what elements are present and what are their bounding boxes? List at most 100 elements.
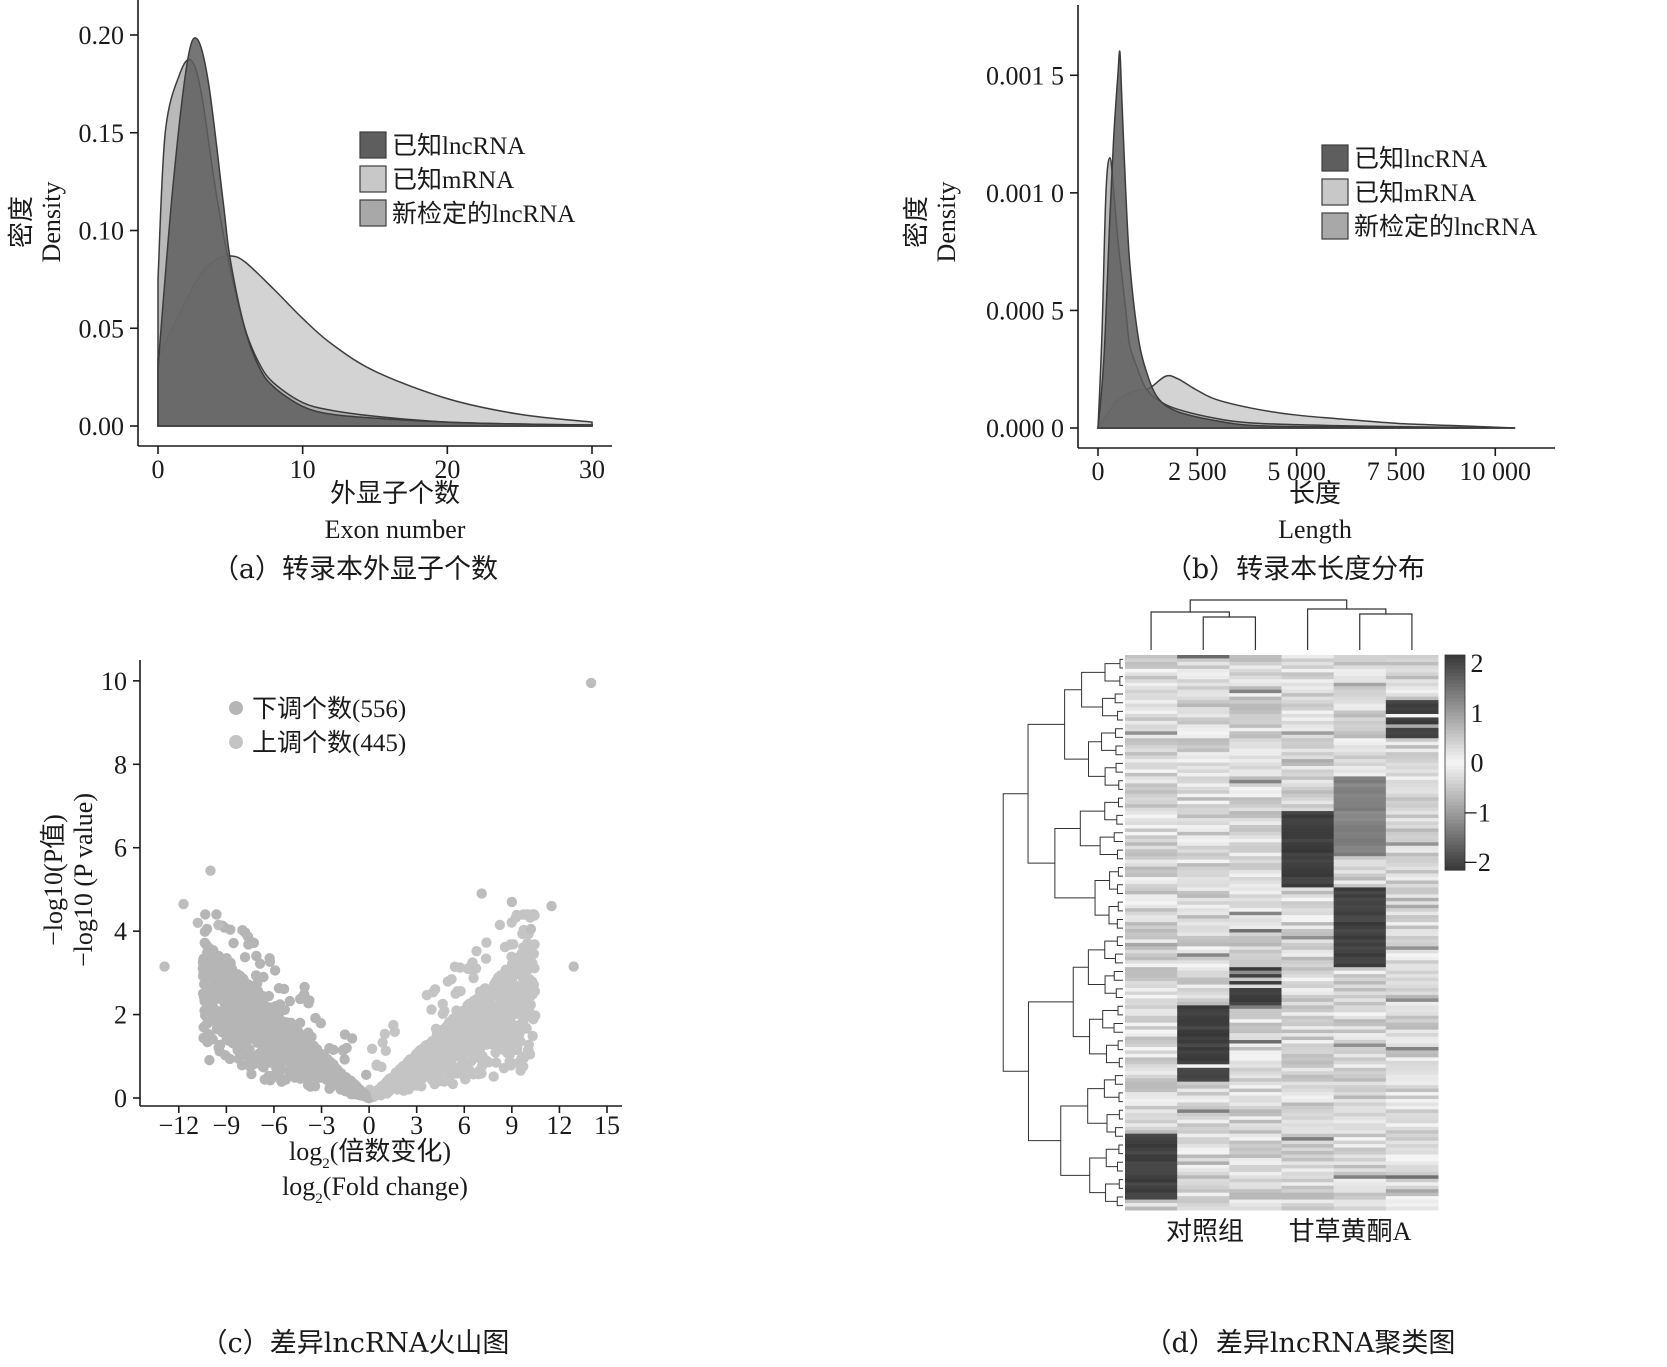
panel-d-cell <box>1385 762 1439 767</box>
panel-d-colorbar-step <box>1445 809 1465 814</box>
panel-d-cell <box>1177 1206 1230 1211</box>
panel-d-cell <box>1177 689 1230 694</box>
panel-d-cell <box>1281 1126 1335 1131</box>
panel-d-cell <box>1333 752 1387 757</box>
panel-d-cell <box>1385 942 1439 947</box>
panel-d-cell <box>1385 738 1439 743</box>
panel-c-point <box>488 1018 500 1029</box>
panel-d-cell <box>1281 988 1335 992</box>
panel-d-cell <box>1229 1161 1282 1166</box>
panel-c-ytick-label: 10 <box>101 667 127 696</box>
panel-d-row-branch <box>1118 1179 1123 1189</box>
panel-d-cell <box>1177 929 1230 933</box>
panel-d-colorbar-frame <box>1444 654 1466 871</box>
panel-d-colorbar-step <box>1445 766 1465 771</box>
panel-d-cell <box>1333 988 1387 992</box>
panel-d-cell <box>1229 686 1282 691</box>
panel-b-xtick-label: 5 000 <box>1267 457 1326 486</box>
panel-d-colorbar-step <box>1445 741 1465 746</box>
panel-d-cell <box>1229 828 1282 833</box>
panel-d-cell <box>1385 845 1439 850</box>
panel-c-xtick-label: −9 <box>213 1111 241 1140</box>
panel-c-point <box>197 988 209 999</box>
panel-d-cell <box>1125 665 1178 670</box>
panel-d-cell <box>1177 831 1230 836</box>
panel-d-cell <box>1385 1060 1439 1065</box>
panel-d-cell <box>1385 1182 1439 1187</box>
panel-d-cell <box>1229 1036 1282 1041</box>
panel-d-cell <box>1177 994 1230 999</box>
panel-d-cell <box>1229 703 1282 708</box>
panel-d-cell <box>1281 693 1335 698</box>
panel-d-cell <box>1385 1102 1439 1107</box>
panel-d-row-branch <box>1117 710 1123 721</box>
panel-d-cell <box>1385 967 1439 972</box>
panel-b-ytick-label: 0.001 5 <box>986 61 1064 90</box>
panel-d-cell <box>1385 1206 1439 1211</box>
panel-d-cell <box>1281 807 1335 812</box>
panel-d-cell <box>1177 1105 1230 1110</box>
panel-d-colorbar-step <box>1445 769 1465 774</box>
panel-d-cell <box>1125 769 1178 774</box>
panel-d-cell <box>1229 974 1282 979</box>
panel-d-cell <box>1385 807 1439 812</box>
panel-d-row-branch <box>1054 827 1096 899</box>
panel-d-cell <box>1177 707 1230 711</box>
panel-d-cell <box>1281 932 1335 937</box>
panel-d-cell <box>1385 1189 1439 1194</box>
panel-d-cell <box>1281 1178 1335 1183</box>
panel-d-cell <box>1385 901 1439 906</box>
panel-d-cell <box>1125 783 1178 788</box>
panel-d-cell <box>1229 904 1282 909</box>
panel-d-cell <box>1333 998 1387 1003</box>
panel-c-point <box>207 1034 218 1045</box>
panel-d-cell <box>1333 1036 1387 1041</box>
panel-d-cell <box>1125 1067 1178 1072</box>
panel-d-cell <box>1229 1178 1282 1183</box>
panel-d-colorbar-step <box>1445 680 1465 685</box>
panel-d-row-branch <box>1116 849 1123 860</box>
panel-d-cell <box>1125 1196 1178 1201</box>
panel-d-cell <box>1385 672 1439 677</box>
panel-d-colorbar-step <box>1445 665 1465 670</box>
panel-d-cell <box>1281 1206 1335 1211</box>
panel-c-point-outlier <box>205 865 216 876</box>
panel-d-cell <box>1229 1071 1282 1076</box>
panel-d-cell <box>1333 842 1387 847</box>
panel-d-cell <box>1177 967 1230 972</box>
panel-d-cell <box>1125 1133 1178 1138</box>
panel-d-cell <box>1177 655 1230 659</box>
panel-d-cell <box>1177 1112 1230 1117</box>
panel-d-cell <box>1177 1133 1230 1138</box>
panel-d-colorbar-step <box>1445 844 1465 850</box>
panel-d-cell <box>1385 866 1439 871</box>
panel-d-cell <box>1281 1012 1335 1017</box>
panel-d-cell <box>1281 963 1335 968</box>
panel-d-cell <box>1177 1130 1230 1135</box>
panel-d-cell <box>1281 1095 1335 1100</box>
panel-c-point <box>233 1053 245 1065</box>
panel-d-cell <box>1125 949 1178 954</box>
panel-a-xlabel-cn: 外显子个数 <box>330 479 460 508</box>
panel-c-point <box>450 1021 461 1033</box>
panel-d-cell <box>1333 818 1387 822</box>
panel-d-cell <box>1281 783 1335 788</box>
panel-d-cell <box>1125 804 1178 809</box>
panel-d-cell <box>1229 849 1282 854</box>
panel-d-colorbar-step <box>1445 755 1465 760</box>
panel-d-cell <box>1385 929 1439 933</box>
panel-c-point <box>339 1054 350 1065</box>
panel-d-cell <box>1281 790 1335 795</box>
panel-d-cell <box>1125 880 1178 885</box>
panel-d-cell <box>1177 1137 1230 1142</box>
panel-b-density-areas <box>1096 50 1516 429</box>
panel-d-cell <box>1229 807 1282 812</box>
panel-d-cell <box>1125 1206 1178 1211</box>
panel-d-cell <box>1229 1015 1282 1020</box>
panel-d-cell <box>1125 1157 1178 1162</box>
panel-d-cell <box>1177 953 1230 958</box>
panel-c-point <box>512 958 523 970</box>
panel-d-cell <box>1333 1178 1387 1183</box>
panel-d-cell <box>1125 1192 1178 1197</box>
panel-d-cell <box>1229 1151 1282 1155</box>
